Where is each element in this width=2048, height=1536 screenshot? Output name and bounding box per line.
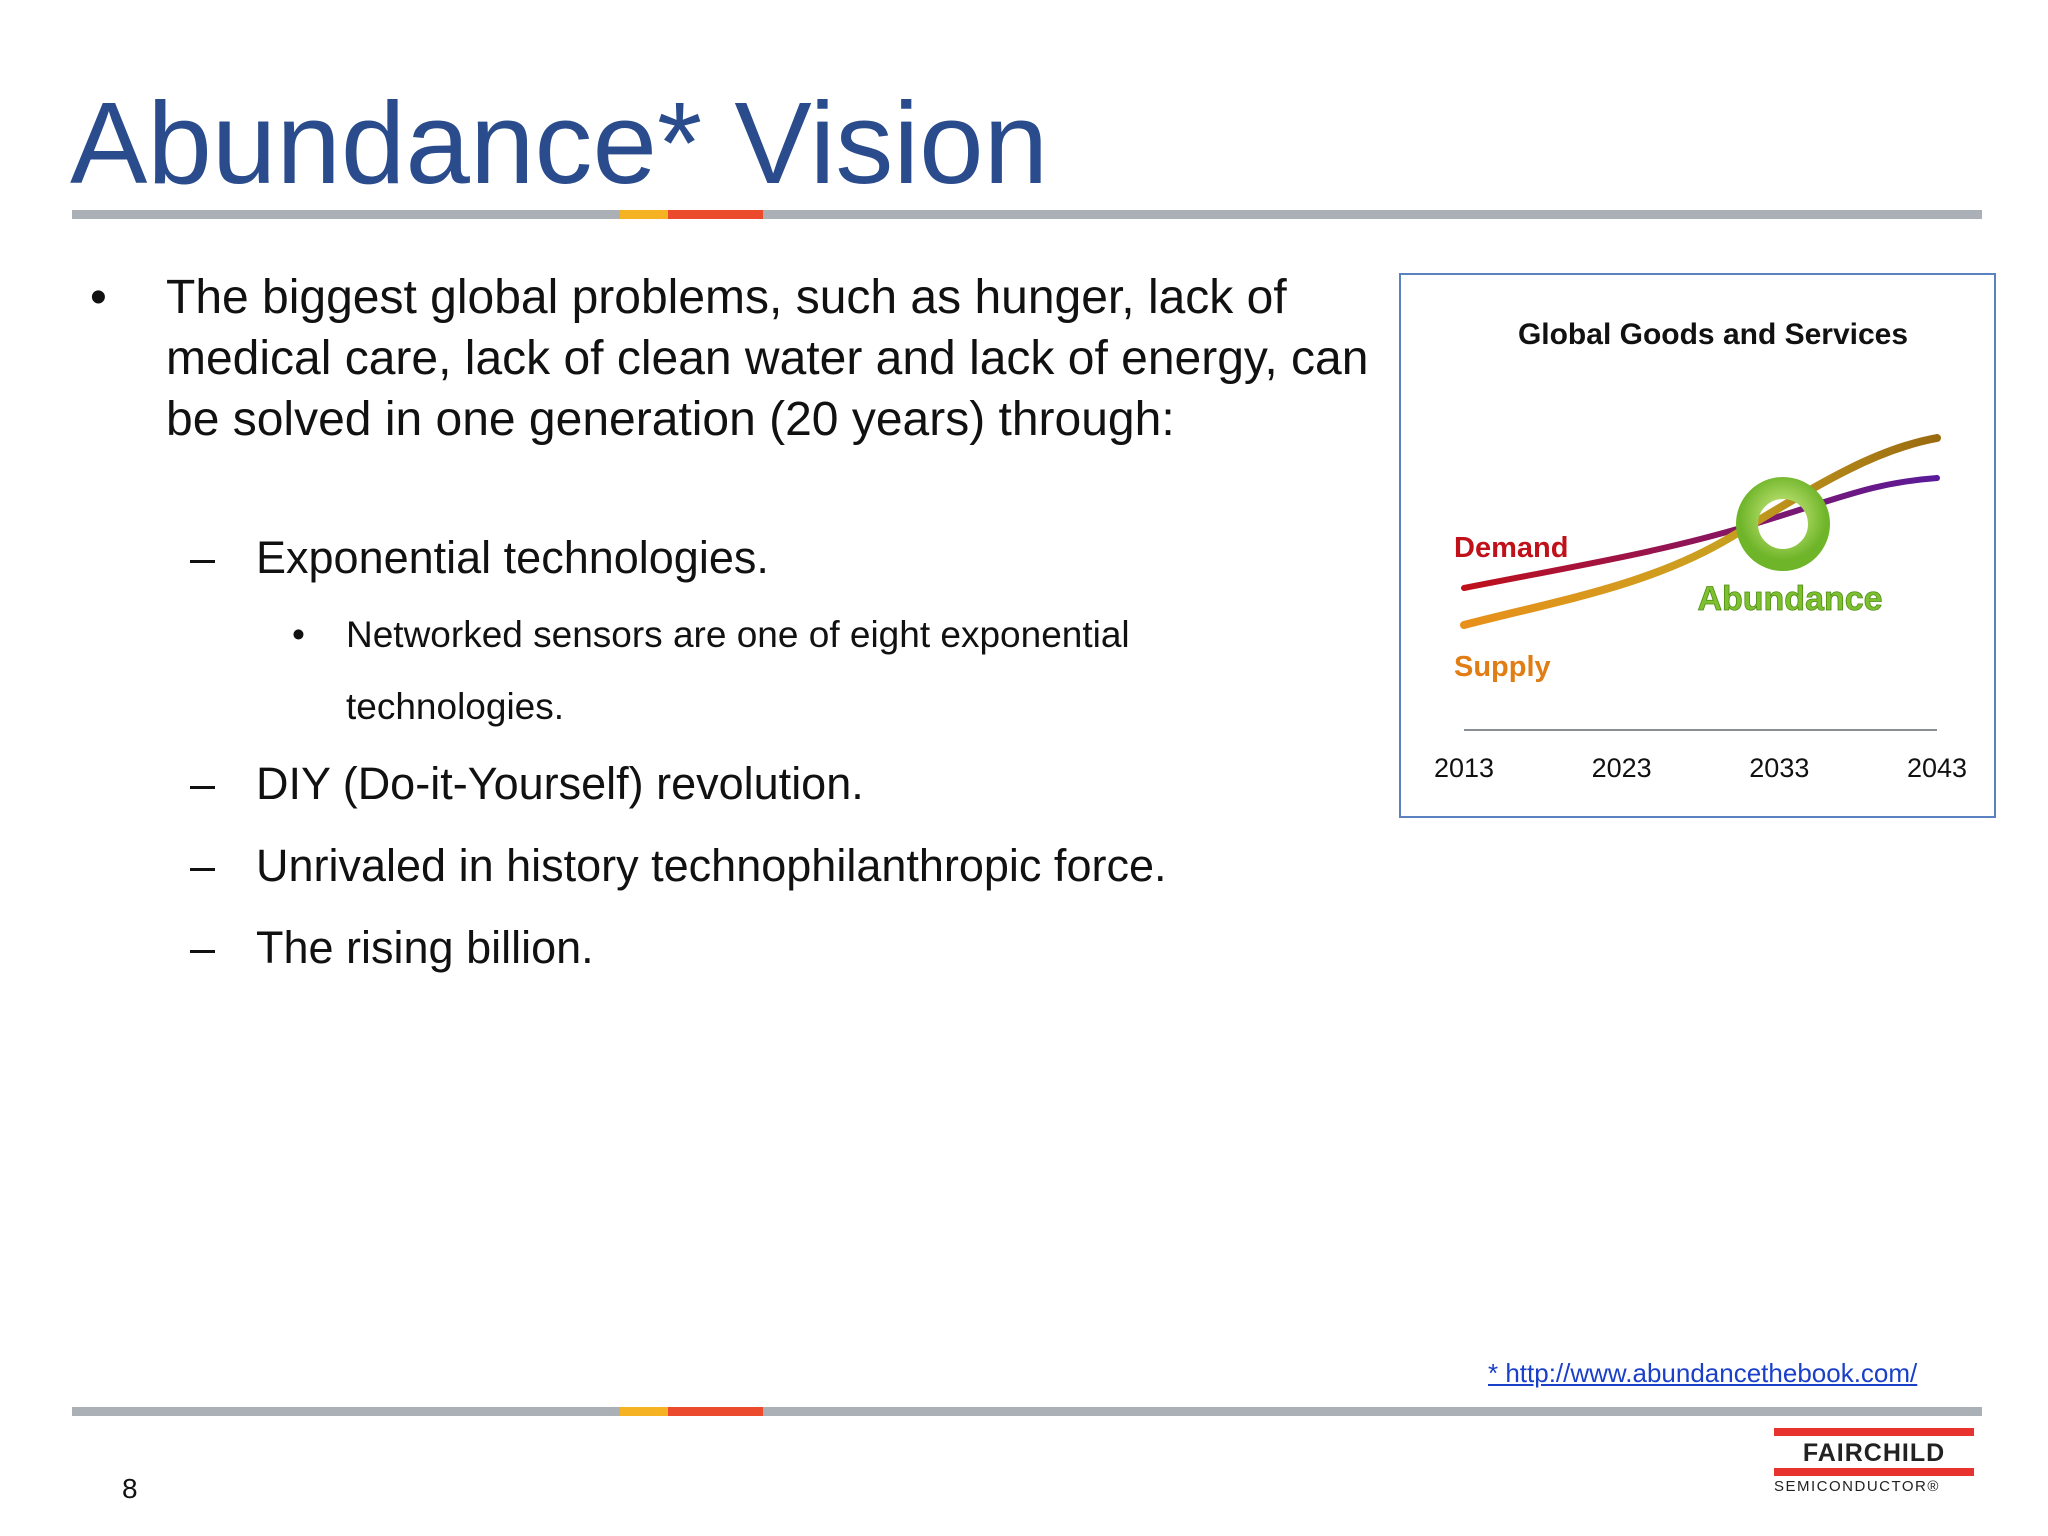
logo-subtitle: SEMICONDUCTOR® xyxy=(1774,1478,1940,1495)
sub-item-dash: – xyxy=(190,922,216,973)
sub-item-text: DIY (Do-it-Yourself) revolution. xyxy=(256,758,864,809)
source-link[interactable]: * http://www.abundancethebook.com/ xyxy=(1488,1358,1918,1388)
sub-item-text: Unrivaled in history technophilanthropic… xyxy=(256,840,1167,891)
demand-label: Demand xyxy=(1454,532,1568,564)
sub-item-text: The rising billion. xyxy=(256,922,594,973)
sub-item-dash: – xyxy=(190,532,216,583)
divider-accent-red xyxy=(668,1407,763,1416)
x-tick-label: 2033 xyxy=(1749,753,1809,783)
divider-accent-yellow xyxy=(620,210,668,219)
x-tick-label: 2013 xyxy=(1434,753,1494,783)
chart-title: Global Goods and Services xyxy=(1518,318,1908,351)
bullet-dot: • xyxy=(90,271,107,324)
x-axis-ticks: 2013 2023 2033 2043 xyxy=(1434,753,1967,783)
logo-bar-bottom xyxy=(1774,1468,1974,1476)
fairchild-logo: FAIRCHILD SEMICONDUCTOR® xyxy=(1774,1428,1984,1500)
divider-accent-yellow xyxy=(620,1407,668,1416)
supply-line xyxy=(1460,434,1941,629)
bullet-dot: • xyxy=(292,614,305,655)
divider-accent-red xyxy=(668,210,763,219)
page-number: 8 xyxy=(122,1473,138,1504)
chart-canvas: Global Goods and Services Demand Supply … xyxy=(1434,318,1967,783)
supply-label: Supply xyxy=(1454,651,1551,683)
sub-item-dash: – xyxy=(190,758,216,809)
abundance-ring xyxy=(1736,477,1830,571)
sub-sub-item-text: Networked sensors are one of eight expon… xyxy=(346,614,1130,727)
x-tick-label: 2043 xyxy=(1907,753,1967,783)
main-bullet-text: The biggest global problems, such as hun… xyxy=(166,271,1369,446)
footer-divider xyxy=(72,1407,1982,1416)
x-tick-label: 2023 xyxy=(1592,753,1652,783)
title-divider xyxy=(72,210,1982,219)
abundance-label: Abundance xyxy=(1697,580,1882,618)
abundance-chart: Global Goods and Services Demand Supply … xyxy=(1399,273,1996,818)
sub-item-dash: – xyxy=(190,840,216,891)
logo-name: FAIRCHILD xyxy=(1802,1439,1946,1467)
sub-item-text: Exponential technologies. xyxy=(256,532,769,583)
slide-title: Abundance* Vision xyxy=(70,78,1049,208)
logo-bar-top xyxy=(1774,1428,1974,1436)
